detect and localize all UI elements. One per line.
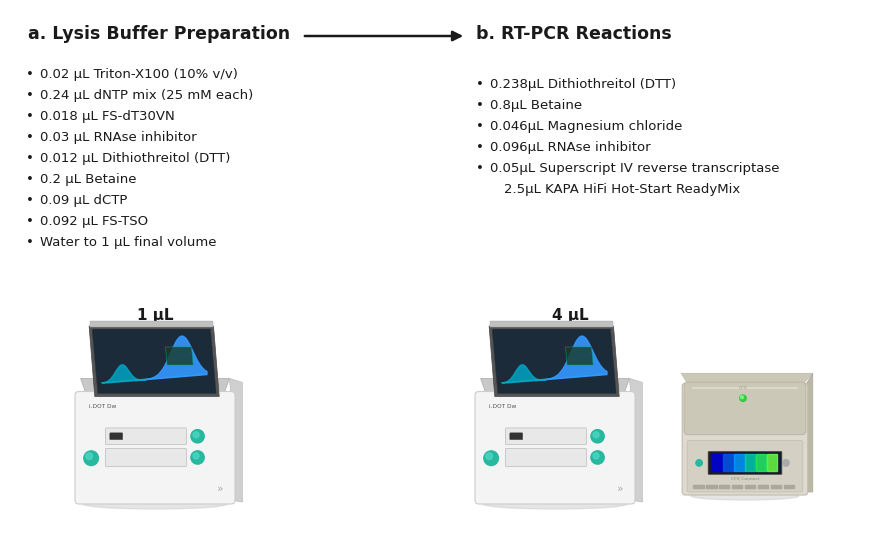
Bar — [713, 455, 722, 472]
Polygon shape — [89, 326, 219, 397]
Text: i.DOT Dw: i.DOT Dw — [89, 403, 116, 408]
Text: 0.046μL Magnesium chloride: 0.046μL Magnesium chloride — [490, 120, 682, 133]
FancyBboxPatch shape — [75, 392, 235, 504]
Text: 0.02 μL Triton-X100 (10% v/v): 0.02 μL Triton-X100 (10% v/v) — [40, 68, 238, 81]
Text: •: • — [26, 194, 34, 207]
Circle shape — [485, 453, 493, 460]
FancyBboxPatch shape — [682, 383, 808, 495]
Polygon shape — [629, 379, 643, 502]
Text: •: • — [26, 131, 34, 144]
Text: •: • — [26, 173, 34, 186]
Circle shape — [193, 453, 199, 459]
Ellipse shape — [691, 492, 799, 500]
Circle shape — [191, 451, 204, 464]
Bar — [756, 455, 766, 472]
Text: •: • — [476, 120, 484, 133]
Circle shape — [696, 460, 703, 466]
Circle shape — [593, 432, 599, 437]
FancyBboxPatch shape — [475, 392, 635, 504]
FancyBboxPatch shape — [505, 449, 586, 467]
Bar — [719, 485, 730, 488]
Ellipse shape — [83, 499, 227, 509]
FancyBboxPatch shape — [708, 451, 782, 474]
Text: •: • — [26, 110, 34, 123]
Polygon shape — [92, 329, 216, 393]
Text: 0.2 μL Betaine: 0.2 μL Betaine — [40, 173, 137, 186]
Bar — [745, 455, 755, 472]
Text: 0.03 μL RNAse inhibitor: 0.03 μL RNAse inhibitor — [40, 131, 197, 144]
Text: b. RT-PCR Reactions: b. RT-PCR Reactions — [476, 25, 671, 43]
Circle shape — [739, 395, 746, 402]
Bar — [732, 485, 742, 488]
Circle shape — [191, 430, 204, 443]
Text: 0.012 μL Dithiothreitol (DTT): 0.012 μL Dithiothreitol (DTT) — [40, 152, 231, 165]
Text: •: • — [26, 236, 34, 249]
Text: Water to 1 μL final volume: Water to 1 μL final volume — [40, 236, 216, 249]
Polygon shape — [90, 321, 213, 327]
Text: 0.096μL RNAse inhibitor: 0.096μL RNAse inhibitor — [490, 141, 651, 154]
Text: i.DOT Dw: i.DOT Dw — [489, 403, 516, 408]
FancyBboxPatch shape — [505, 428, 586, 445]
Bar — [706, 485, 716, 488]
FancyBboxPatch shape — [105, 449, 187, 467]
Text: •: • — [476, 78, 484, 91]
Circle shape — [84, 451, 98, 466]
Circle shape — [591, 451, 604, 464]
Bar — [758, 485, 768, 488]
FancyBboxPatch shape — [110, 433, 122, 440]
FancyBboxPatch shape — [687, 440, 803, 492]
Text: 0.05μL Superscript IV reverse transcriptase: 0.05μL Superscript IV reverse transcript… — [490, 162, 780, 175]
Bar — [745, 485, 755, 488]
Bar — [784, 485, 794, 488]
Text: •: • — [26, 68, 34, 81]
Text: •: • — [26, 152, 34, 165]
Circle shape — [484, 451, 499, 466]
Text: •: • — [476, 162, 484, 175]
Circle shape — [86, 453, 92, 460]
FancyBboxPatch shape — [684, 382, 805, 435]
Text: »: » — [617, 484, 623, 494]
Text: 1 μL: 1 μL — [137, 308, 173, 323]
Polygon shape — [165, 347, 193, 365]
Circle shape — [782, 460, 789, 466]
Text: •: • — [476, 141, 484, 154]
FancyBboxPatch shape — [510, 433, 523, 440]
Polygon shape — [481, 379, 629, 396]
Bar — [723, 455, 734, 472]
Polygon shape — [681, 374, 813, 386]
Text: 4 μL: 4 μL — [552, 308, 588, 323]
Circle shape — [593, 453, 599, 459]
Polygon shape — [492, 329, 616, 393]
Text: •: • — [26, 215, 34, 228]
Polygon shape — [565, 347, 594, 365]
Polygon shape — [805, 374, 813, 492]
Circle shape — [740, 396, 744, 398]
Polygon shape — [230, 379, 242, 502]
Bar — [734, 455, 745, 472]
Text: 0.8μL Betaine: 0.8μL Betaine — [490, 99, 582, 112]
Bar — [771, 485, 781, 488]
Text: •: • — [26, 89, 34, 102]
Text: 0.238μL Dithiothreitol (DTT): 0.238μL Dithiothreitol (DTT) — [490, 78, 676, 91]
FancyBboxPatch shape — [105, 428, 187, 445]
Ellipse shape — [483, 499, 628, 509]
Text: CFX Connect: CFX Connect — [730, 478, 759, 482]
Bar — [693, 485, 704, 488]
Text: 0.24 μL dNTP mix (25 mM each): 0.24 μL dNTP mix (25 mM each) — [40, 89, 253, 102]
Polygon shape — [489, 326, 620, 397]
Text: CFX: CFX — [738, 386, 747, 390]
Text: •: • — [476, 99, 484, 112]
Text: »: » — [216, 484, 223, 494]
Circle shape — [193, 432, 199, 437]
Text: 2.5μL KAPA HiFi Hot-Start ReadyMix: 2.5μL KAPA HiFi Hot-Start ReadyMix — [504, 183, 740, 196]
Text: 0.092 μL FS-TSO: 0.092 μL FS-TSO — [40, 215, 148, 228]
Polygon shape — [80, 379, 230, 396]
Polygon shape — [490, 321, 612, 327]
Circle shape — [591, 430, 604, 443]
Text: 0.018 μL FS-dT30VN: 0.018 μL FS-dT30VN — [40, 110, 174, 123]
Text: a. Lysis Buffer Preparation: a. Lysis Buffer Preparation — [28, 25, 291, 43]
Bar — [767, 455, 778, 472]
Text: 0.09 μL dCTP: 0.09 μL dCTP — [40, 194, 127, 207]
